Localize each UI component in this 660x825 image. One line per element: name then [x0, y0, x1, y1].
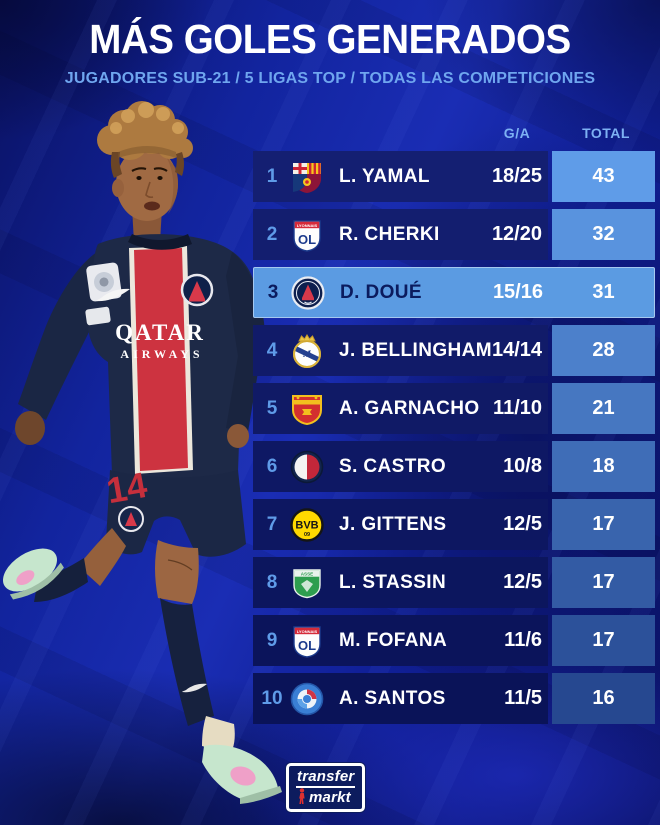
rank-label: 9 [266, 629, 278, 651]
lyon-badge-icon: LYONNAIS OL [287, 621, 327, 661]
svg-text:OL: OL [298, 638, 316, 653]
row-main-cell: 10 A. SANTOS 11/5 [253, 673, 548, 724]
row-main-cell: 9 LYONNAIS OL M. FOFANA 11/6 [253, 615, 548, 666]
table-body: 1 L. YAMAL 18/25 43 2 LYONNAIS OL R. CHERKI 12/2… [253, 151, 655, 724]
player-name: J. GITTENS [339, 513, 447, 535]
rank-label: 10 [261, 687, 283, 709]
rank-label: 5 [266, 397, 278, 419]
svg-text:M: M [303, 349, 312, 359]
ranking-table: G/A TOTAL 1 L. YAMAL 18/25 43 2 LYONNAIS OL R. … [253, 119, 655, 731]
ga-value: 18/25 [491, 165, 542, 187]
page-title: MÁS GOLES GENERADOS [89, 16, 571, 62]
ga-value: 10/8 [503, 455, 542, 477]
total-value: 32 [552, 209, 655, 260]
psg-shorts-crest-icon [118, 506, 144, 532]
total-value: 17 [552, 557, 655, 608]
dortmund-badge-icon: BVB 09 [287, 505, 327, 545]
jersey-sponsor-text2: AIRWAYS [120, 347, 203, 361]
player-name: J. BELLINGHAM [339, 339, 492, 361]
player-name: A. SANTOS [339, 687, 446, 709]
table-row: 3 D. DOUÉ 15/16 31 [253, 267, 655, 318]
barcelona-badge-icon [287, 157, 327, 197]
logo-player-icon [299, 788, 305, 804]
shorts-number: 14 [103, 464, 150, 511]
rank-label: 7 [266, 513, 278, 535]
nike-swoosh-icon [96, 288, 130, 302]
ucl-starball-patch [86, 262, 122, 302]
rank-label: 4 [266, 339, 278, 361]
psg-badge-icon [288, 273, 328, 313]
real-madrid-badge-icon: M [287, 331, 327, 371]
ga-value: 11/5 [504, 687, 542, 709]
table-row: 4 M J. BELLINGHAM 14/14 28 [253, 325, 655, 376]
ga-value: 12/5 [503, 513, 542, 535]
strasbourg-badge-icon [287, 679, 327, 719]
table-row: 10 A. SANTOS 11/5 16 [253, 673, 655, 724]
row-main-cell: 1 L. YAMAL 18/25 [253, 151, 548, 202]
page-subtitle: JUGADORES SUB-21 / 5 LIGAS TOP / TODAS L… [64, 70, 596, 87]
total-value: 31 [592, 281, 615, 303]
rank-label: 6 [266, 455, 278, 477]
table-row: 5 A. GARNACHO 11/10 21 [253, 383, 655, 434]
lyon-badge-icon: LYONNAIS OL [287, 215, 327, 255]
bologna-badge-icon [287, 447, 327, 487]
table-row: 7 BVB 09 J. GITTENS 12/5 17 [253, 499, 655, 550]
column-header-total: TOTAL [582, 125, 630, 141]
player-name: R. CHERKI [339, 223, 440, 245]
psg-crest-icon [180, 273, 214, 307]
svg-text:LYONNAIS: LYONNAIS [297, 223, 318, 228]
curly-hair [97, 101, 193, 160]
row-main-cell: 6 S. CASTRO 10/8 [253, 441, 548, 492]
player-name: L. YAMAL [339, 165, 430, 187]
rank-label: 1 [266, 165, 278, 187]
table-row: 2 LYONNAIS OL R. CHERKI 12/20 32 [253, 209, 655, 260]
logo-transfer-text: transfer [296, 768, 356, 788]
total-value: 18 [552, 441, 655, 492]
rank-label: 2 [266, 223, 278, 245]
svg-text:BVB: BVB [295, 519, 318, 531]
svg-text:09: 09 [304, 532, 310, 538]
rank-label: 3 [267, 281, 279, 303]
player-name: D. DOUÉ [340, 281, 422, 303]
logo-markt-text: markt [309, 789, 351, 806]
rank-label: 8 [266, 571, 278, 593]
svg-text:LYONNAIS: LYONNAIS [297, 629, 318, 634]
table-row: 9 LYONNAIS OL M. FOFANA 11/6 17 [253, 615, 655, 666]
row-main-cell: 7 BVB 09 J. GITTENS 12/5 [253, 499, 548, 550]
column-header-ga: G/A [503, 125, 531, 141]
saint-etienne-badge-icon: ASSE [287, 563, 327, 603]
ga-value: 12/20 [491, 223, 542, 245]
total-value: 28 [552, 325, 655, 376]
man-utd-badge-icon [287, 389, 327, 429]
jersey-sponsor-text: QATAR [115, 320, 205, 345]
row-main-cell: 2 LYONNAIS OL R. CHERKI 12/20 [253, 209, 548, 260]
total-value: 21 [552, 383, 655, 434]
table-row: 8 ASSE L. STASSIN 12/5 17 [253, 557, 655, 608]
ga-value: 11/6 [504, 629, 542, 651]
ga-value: 12/5 [503, 571, 542, 593]
ga-value: 15/16 [492, 281, 543, 303]
row-main-cell: 8 ASSE L. STASSIN 12/5 [253, 557, 548, 608]
row-main-cell: 5 A. GARNACHO 11/10 [253, 383, 548, 434]
table-row: 1 L. YAMAL 18/25 43 [253, 151, 655, 202]
total-value: 17 [552, 615, 655, 666]
svg-text:ASSE: ASSE [301, 571, 314, 576]
player-name: A. GARNACHO [339, 397, 480, 419]
total-value: 43 [552, 151, 655, 202]
svg-text:OL: OL [298, 232, 316, 247]
total-value: 17 [552, 499, 655, 550]
player-name: S. CASTRO [339, 455, 447, 477]
ga-value: 14/14 [491, 339, 543, 361]
ga-value: 11/10 [493, 397, 542, 419]
total-value: 16 [552, 673, 655, 724]
table-header: G/A TOTAL [253, 119, 655, 151]
table-row: 6 S. CASTRO 10/8 18 [253, 441, 655, 492]
transfermarkt-logo: transfer markt [286, 763, 366, 812]
header: MÁS GOLES GENERADOS JUGADORES SUB-21 / 5… [0, 16, 660, 88]
player-name: L. STASSIN [339, 571, 447, 593]
player-name: M. FOFANA [339, 629, 448, 651]
row-main-cell: 3 D. DOUÉ 15/16 [254, 268, 549, 317]
row-main-cell: 4 M J. BELLINGHAM 14/14 [253, 325, 549, 376]
